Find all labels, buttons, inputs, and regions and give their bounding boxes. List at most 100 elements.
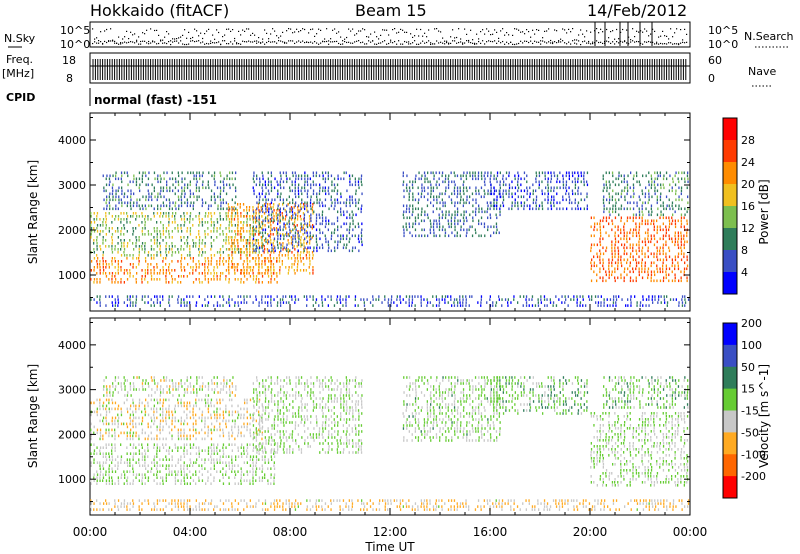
range-gate-cell	[153, 461, 155, 464]
range-gate-cell	[252, 234, 255, 238]
range-gate-cell	[258, 201, 260, 205]
range-gate-cell	[426, 204, 429, 208]
range-gate-cell	[582, 298, 584, 301]
range-gate-cell	[308, 215, 311, 218]
range-gate-cell	[357, 207, 360, 211]
nsky-point	[404, 31, 406, 33]
range-gate-cell	[489, 213, 491, 217]
nsky-point	[650, 41, 652, 43]
range-gate-cell	[145, 260, 147, 263]
range-gate-cell	[674, 273, 676, 277]
nsky-point	[324, 41, 326, 43]
nsky-point	[430, 42, 432, 44]
range-gate-cell	[150, 269, 152, 272]
range-gate-cell	[430, 201, 432, 205]
range-gate-cell	[583, 207, 585, 211]
range-gate-cell	[684, 261, 686, 265]
range-gate-cell	[284, 224, 286, 227]
range-gate-cell	[617, 192, 619, 196]
range-gate-cell	[142, 207, 144, 211]
range-gate-cell	[216, 272, 218, 275]
range-gate-cell	[174, 278, 176, 281]
range-gate-cell	[278, 254, 280, 257]
range-gate-cell	[129, 272, 131, 275]
range-gate-cell	[620, 258, 622, 262]
range-gate-cell	[165, 251, 167, 254]
range-gate-cell	[118, 186, 120, 190]
range-gate-cell	[147, 189, 149, 193]
range-gate-cell	[261, 221, 263, 224]
range-gate-cell	[141, 446, 143, 449]
nsky-point	[320, 42, 322, 44]
colorbar-tick-label: 20	[741, 178, 755, 191]
range-gate-cell	[478, 207, 480, 211]
range-gate-cell	[177, 295, 180, 298]
range-gate-cell	[201, 248, 203, 251]
range-gate-cell	[306, 209, 308, 212]
nsky-point	[96, 37, 98, 39]
range-gate-cell	[294, 257, 296, 260]
range-gate-cell	[626, 207, 628, 211]
nsky-point	[182, 43, 184, 45]
range-gate-cell	[411, 183, 414, 187]
range-gate-cell	[264, 260, 266, 263]
range-gate-cell	[426, 304, 428, 307]
range-gate-cell	[354, 246, 356, 250]
power-y-label: Slant Range [km]	[26, 160, 40, 264]
range-gate-cell	[337, 225, 339, 229]
power-scatter	[90, 171, 690, 307]
colorbar-swatch	[723, 272, 737, 295]
range-gate-cell	[638, 222, 641, 226]
range-gate-cell	[311, 251, 314, 254]
range-gate-cell	[351, 174, 354, 178]
range-gate-cell	[233, 263, 235, 266]
range-gate-cell	[605, 231, 607, 235]
nsky-point	[118, 43, 120, 45]
range-gate-cell	[246, 209, 248, 212]
range-gate-cell	[609, 213, 611, 217]
range-gate-cell	[499, 189, 501, 193]
range-gate-cell	[632, 279, 634, 283]
range-gate-cell	[273, 227, 275, 230]
range-gate-cell	[466, 171, 468, 175]
range-gate-cell	[96, 301, 98, 304]
range-gate-cell	[90, 464, 92, 467]
range-gate-cell	[254, 239, 256, 242]
range-gate-cell	[243, 301, 245, 304]
range-gate-cell	[115, 207, 117, 211]
range-gate-cell	[183, 189, 185, 193]
range-gate-cell	[186, 301, 188, 304]
range-gate-cell	[573, 298, 575, 301]
range-gate-cell	[662, 234, 665, 238]
nsky-point	[286, 42, 288, 44]
range-gate-cell	[265, 237, 267, 241]
range-gate-cell	[593, 234, 595, 238]
nsky-point	[512, 34, 514, 36]
range-gate-cell	[133, 192, 135, 196]
range-gate-cell	[105, 233, 107, 236]
range-gate-cell	[102, 236, 104, 239]
range-gate-cell	[306, 234, 309, 238]
range-gate-cell	[165, 269, 168, 272]
range-gate-cell	[678, 180, 680, 184]
range-gate-cell	[648, 304, 650, 307]
range-gate-cell	[469, 225, 471, 229]
range-gate-cell	[372, 304, 374, 307]
range-gate-cell	[668, 255, 671, 259]
range-gate-cell	[599, 228, 601, 232]
range-gate-cell	[297, 298, 300, 301]
range-gate-cell	[420, 304, 422, 307]
range-gate-cell	[638, 210, 641, 214]
range-gate-cell	[174, 215, 176, 218]
range-gate-cell	[150, 257, 153, 260]
range-gate-cell	[635, 231, 638, 235]
range-gate-cell	[133, 248, 135, 251]
range-gate-cell	[529, 207, 531, 211]
nsky-point	[356, 33, 358, 35]
range-gate-cell	[189, 204, 191, 208]
nsky-point	[370, 41, 372, 43]
range-gate-cell	[105, 263, 108, 266]
range-gate-cell	[132, 180, 134, 184]
nsky-point	[396, 43, 398, 45]
range-gate-cell	[114, 257, 116, 260]
